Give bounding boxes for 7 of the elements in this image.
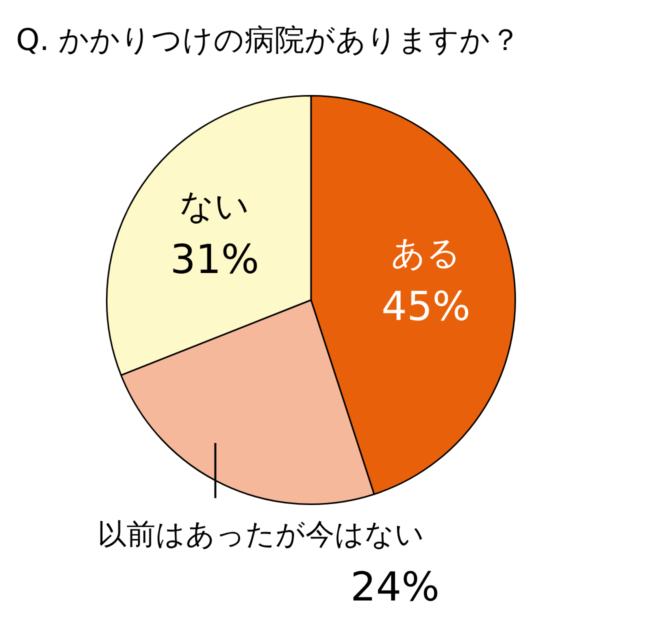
data-label: 31% bbox=[170, 236, 260, 283]
slice-label: 以前はあったが今はない bbox=[98, 516, 424, 551]
slice-label: ある bbox=[390, 234, 461, 274]
slice-label: ない bbox=[180, 186, 250, 226]
data-label: 45% bbox=[382, 284, 470, 330]
chart-title: Q. かかりつけの病院がありますか？ bbox=[15, 22, 522, 60]
data-label: 24% bbox=[350, 564, 440, 611]
